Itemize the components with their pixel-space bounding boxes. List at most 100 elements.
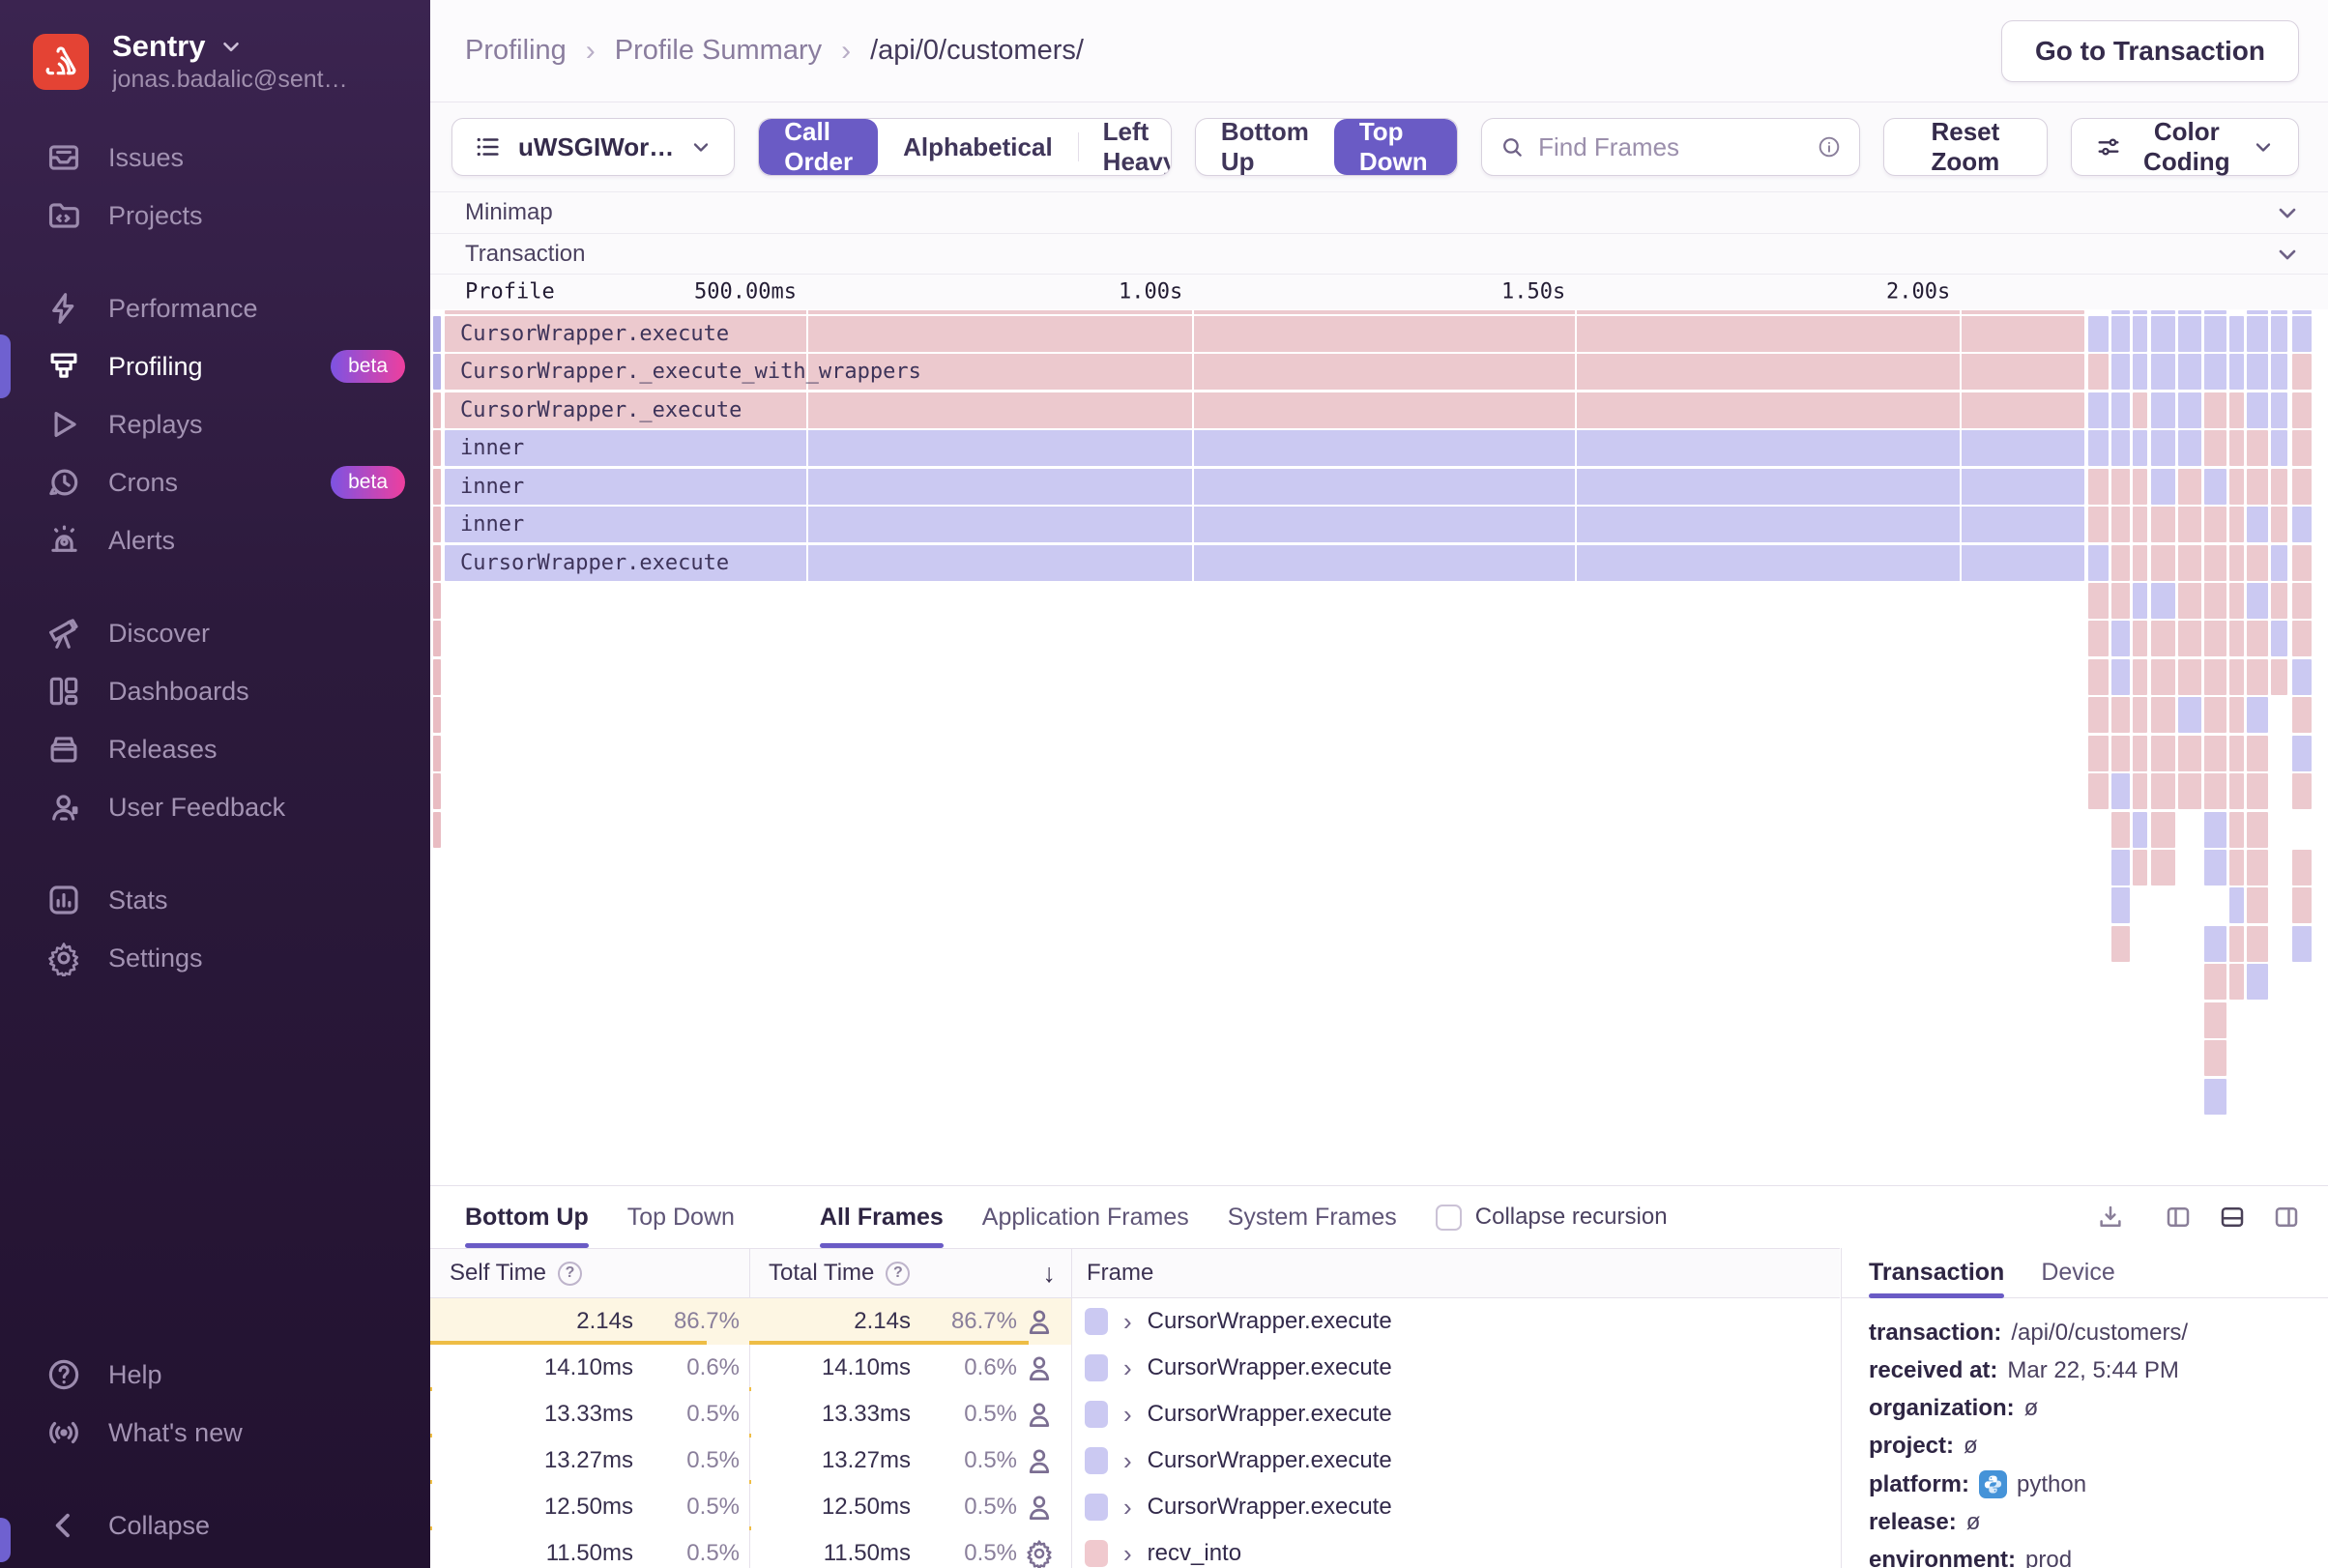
flame-frame-dense[interactable] bbox=[2151, 310, 2176, 314]
flame-frame-dense[interactable] bbox=[2111, 430, 2131, 467]
flame-frame-dense[interactable] bbox=[2151, 507, 2176, 543]
flame-frame-dense[interactable] bbox=[2204, 583, 2226, 620]
flame-frame-inner[interactable] bbox=[445, 468, 2084, 505]
flame-frame-dense[interactable] bbox=[2228, 392, 2244, 428]
flame-frame-dense[interactable] bbox=[2088, 697, 2109, 734]
table-row[interactable]: 13.33ms 0.5% 13.33ms 0.5% › CursorWrapper.exe… bbox=[430, 1391, 1840, 1437]
frame-cell[interactable]: › CursorWrapper.execute bbox=[1071, 1494, 1392, 1521]
flame-frame-inner[interactable] bbox=[445, 507, 2084, 543]
flame-frame-dense[interactable] bbox=[2247, 964, 2268, 1001]
flame-frame-dense[interactable] bbox=[2271, 544, 2287, 581]
flame-frame-dense[interactable] bbox=[2204, 310, 2226, 314]
layout-right-icon[interactable] bbox=[2272, 1203, 2301, 1232]
tab-all-frames[interactable]: All Frames bbox=[819, 1186, 944, 1248]
flame-frame-dense[interactable] bbox=[2271, 316, 2287, 353]
flame-frame-dense[interactable] bbox=[2133, 773, 2148, 810]
flame-frame-dense[interactable] bbox=[2178, 735, 2201, 771]
flame-frame-dense[interactable] bbox=[2228, 354, 2244, 391]
flame-frame-dense[interactable] bbox=[2151, 316, 2176, 353]
flame-frame-dense[interactable] bbox=[2111, 310, 2131, 314]
flame-frame-dense[interactable] bbox=[2178, 392, 2201, 428]
flame-frame-dense[interactable] bbox=[2178, 507, 2201, 543]
sidebar-item-releases[interactable]: Releases bbox=[0, 720, 430, 778]
sidebar-item-crons[interactable]: Crons beta bbox=[0, 453, 430, 511]
flame-frame-dense[interactable] bbox=[2291, 735, 2312, 771]
flame-frame-dense[interactable] bbox=[2228, 887, 2244, 924]
flame-frame-dense[interactable] bbox=[2228, 507, 2244, 543]
flame-frame-dense[interactable] bbox=[2271, 392, 2287, 428]
sidebar-item-collapse[interactable]: Collapse bbox=[0, 1496, 430, 1554]
details-tab-device[interactable]: Device bbox=[2041, 1259, 2115, 1286]
flame-frame-dense[interactable] bbox=[2111, 887, 2131, 924]
flame-frame-dense[interactable] bbox=[2133, 354, 2148, 391]
flame-frame-dense[interactable] bbox=[2111, 507, 2131, 543]
column-header-self-time[interactable]: Self Time? bbox=[430, 1248, 749, 1298]
flame-frame-dense[interactable] bbox=[2151, 621, 2176, 657]
flame-frame-dense[interactable] bbox=[2178, 773, 2201, 810]
flame-frame-dense[interactable] bbox=[2178, 468, 2201, 505]
flame-frame-dense[interactable] bbox=[2111, 735, 2131, 771]
flame-frame-dense[interactable] bbox=[2228, 925, 2244, 962]
collapse-recursion-toggle[interactable]: Collapse recursion bbox=[1435, 1204, 1668, 1231]
flame-frame-dense[interactable] bbox=[2271, 310, 2287, 314]
flame-frame-dense[interactable] bbox=[2204, 850, 2226, 886]
breadcrumb-profiling[interactable]: Profiling bbox=[465, 35, 567, 66]
flame-frame-dense[interactable] bbox=[2204, 811, 2226, 848]
flame-frame-dense[interactable] bbox=[2271, 468, 2287, 505]
flame-frame-dense[interactable] bbox=[2228, 811, 2244, 848]
flame-frame-dense[interactable] bbox=[2088, 354, 2109, 391]
flame-frame-dense[interactable] bbox=[2247, 354, 2268, 391]
flame-frame-dense[interactable] bbox=[2291, 354, 2312, 391]
expand-chevron-icon[interactable]: › bbox=[1123, 1400, 1132, 1429]
flame-frame-dense[interactable] bbox=[2133, 697, 2148, 734]
flame-frame-dense[interactable] bbox=[2271, 507, 2287, 543]
flame-frame-sliver[interactable] bbox=[433, 735, 441, 771]
flame-frame-dense[interactable] bbox=[2291, 544, 2312, 581]
flame-frame-dense[interactable] bbox=[2111, 811, 2131, 848]
flame-frame-dense[interactable] bbox=[2133, 811, 2148, 848]
flame-frame-dense[interactable] bbox=[2111, 354, 2131, 391]
flame-frame-sliver[interactable] bbox=[433, 811, 441, 848]
thread-selector[interactable]: uWSGIWor… bbox=[451, 118, 736, 176]
flame-frame-dense[interactable] bbox=[2178, 430, 2201, 467]
flame-frame-dense[interactable] bbox=[2204, 507, 2226, 543]
flame-frame-sliver[interactable] bbox=[433, 354, 441, 391]
find-frames-input[interactable] bbox=[1538, 131, 1804, 162]
flame-frame-dense[interactable] bbox=[2088, 735, 2109, 771]
flame-frame-dense[interactable] bbox=[2228, 430, 2244, 467]
sidebar-item-performance[interactable]: Performance bbox=[0, 279, 430, 337]
flame-frame-dense[interactable] bbox=[2111, 544, 2131, 581]
flame-frame-sliver[interactable] bbox=[433, 468, 441, 505]
flame-frame-dense[interactable] bbox=[2133, 430, 2148, 467]
flame-frame-dense[interactable] bbox=[2204, 1002, 2226, 1038]
flame-frame-sliver[interactable] bbox=[433, 316, 441, 353]
expand-chevron-icon[interactable]: › bbox=[1123, 1493, 1132, 1522]
table-row[interactable]: 2.14s 86.7% 2.14s 86.7% › CursorWrapper.execu… bbox=[430, 1298, 1840, 1345]
tab-bottom-up[interactable]: Bottom Up bbox=[465, 1186, 589, 1248]
flame-frame-dense[interactable] bbox=[2111, 850, 2131, 886]
flame-frame-sliver[interactable] bbox=[433, 773, 441, 810]
flame-frame-dense[interactable] bbox=[2204, 544, 2226, 581]
flame-frame-dense[interactable] bbox=[2111, 658, 2131, 695]
flame-frame-dense[interactable] bbox=[2151, 430, 2176, 467]
flame-frame-dense[interactable] bbox=[2228, 583, 2244, 620]
tab-application-frames[interactable]: Application Frames bbox=[981, 1203, 1189, 1231]
flame-frame-dense[interactable] bbox=[2204, 316, 2226, 353]
flame-frame-dense[interactable] bbox=[2133, 392, 2148, 428]
column-header-frame[interactable]: Frame bbox=[1071, 1248, 1840, 1298]
flame-frame-dense[interactable] bbox=[2111, 697, 2131, 734]
flame-frame-sliver[interactable] bbox=[433, 544, 441, 581]
sidebar-item-stats[interactable]: Stats bbox=[0, 871, 430, 929]
sidebar-item-dashboards[interactable]: Dashboards bbox=[0, 662, 430, 720]
flame-frame-dense[interactable] bbox=[2271, 583, 2287, 620]
flame-frame-dense[interactable] bbox=[2247, 850, 2268, 886]
collapse-recursion-checkbox[interactable] bbox=[1435, 1204, 1462, 1231]
flame-frame-dense[interactable] bbox=[2247, 544, 2268, 581]
expand-chevron-icon[interactable]: › bbox=[1123, 1353, 1132, 1382]
frame-cell[interactable]: › CursorWrapper.execute bbox=[1071, 1447, 1392, 1474]
minimap-section[interactable]: Minimap bbox=[430, 191, 2328, 234]
flame-frame-sliver[interactable] bbox=[433, 658, 441, 695]
sidebar-item-what-s-new[interactable]: What's new bbox=[0, 1404, 430, 1462]
flame-frame-dense[interactable] bbox=[2178, 316, 2201, 353]
flame-frame-dense[interactable] bbox=[2247, 316, 2268, 353]
